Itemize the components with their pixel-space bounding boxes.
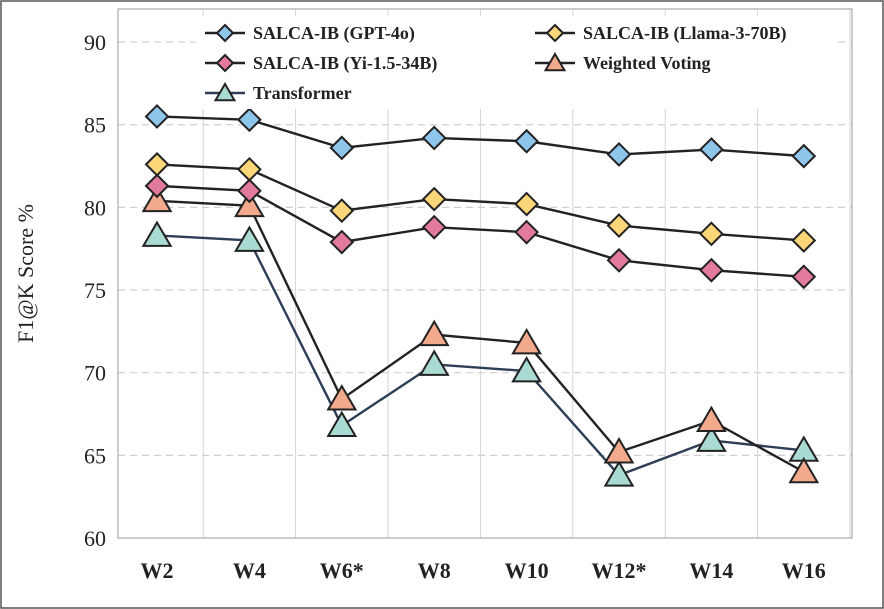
legend-item: Transformer	[205, 82, 352, 103]
legend-item: Weighted Voting	[535, 52, 711, 73]
series-weighted-voting	[141, 185, 820, 484]
y-axis-title: F1@K Score %	[13, 204, 38, 343]
data-point-diamond	[215, 23, 235, 43]
data-point-triangle	[418, 319, 450, 347]
data-point-triangle	[326, 384, 358, 411]
data-point-diamond	[514, 191, 540, 217]
data-point-diamond	[329, 198, 355, 224]
legend-label: Weighted Voting	[583, 53, 711, 73]
data-point-diamond	[144, 104, 170, 129]
data-point-diamond	[144, 151, 170, 177]
x-tick-label: W8	[418, 558, 451, 583]
data-point-diamond	[421, 186, 447, 212]
y-tick-label: 80	[84, 195, 106, 220]
series-line	[156, 163, 804, 242]
data-point-diamond	[606, 247, 632, 273]
y-tick-label: 85	[84, 113, 106, 138]
legend-label: SALCA-IB (Llama-3-70B)	[583, 23, 787, 44]
series-salca-ib-gpt-4o-	[144, 104, 817, 169]
x-tick-label: W2	[141, 558, 174, 583]
y-tick-label: 90	[84, 30, 106, 55]
data-point-diamond	[791, 228, 817, 253]
data-point-diamond	[606, 142, 632, 167]
data-point-triangle	[418, 349, 450, 376]
series-transformer	[141, 220, 820, 487]
y-tick-label: 65	[84, 443, 106, 468]
data-point-diamond	[421, 125, 447, 151]
x-tick-label: W16	[782, 558, 826, 583]
y-tick-label: 60	[84, 526, 106, 551]
data-point-diamond	[514, 128, 540, 154]
data-point-diamond	[698, 221, 724, 247]
data-point-diamond	[421, 214, 447, 240]
legend-item: SALCA-IB (Llama-3-70B)	[535, 23, 787, 44]
series-salca-ib-yi-1-5-34b-	[144, 173, 817, 290]
data-point-triangle	[141, 220, 173, 247]
data-point-diamond	[545, 23, 565, 43]
series-line	[156, 115, 804, 158]
x-tick-label: W10	[505, 558, 549, 583]
data-point-diamond	[215, 53, 235, 73]
data-point-diamond	[236, 178, 262, 204]
legend-item: SALCA-IB (GPT-4o)	[205, 23, 415, 44]
data-point-triangle	[234, 225, 265, 252]
data-point-triangle	[234, 190, 265, 218]
data-point-diamond	[236, 107, 262, 133]
plot-area-border	[117, 8, 853, 539]
x-tick-label: W12*	[592, 558, 647, 583]
legend-label: SALCA-IB (GPT-4o)	[253, 23, 415, 44]
legend-background	[196, 16, 836, 109]
legend-label: Transformer	[253, 83, 352, 103]
data-point-diamond	[698, 257, 724, 283]
x-tick-label: W14	[689, 558, 733, 583]
y-tick-label: 70	[84, 361, 106, 386]
legend-label: SALCA-IB (Yi-1.5-34B)	[253, 53, 437, 74]
data-point-diamond	[606, 213, 632, 238]
data-point-diamond	[791, 264, 817, 290]
x-tick-label: W4	[233, 558, 266, 583]
data-point-diamond	[791, 143, 817, 169]
data-point-triangle	[696, 425, 727, 452]
data-point-triangle	[788, 456, 820, 484]
series-line	[156, 184, 804, 279]
y-tick-label: 75	[84, 278, 106, 303]
x-tick-label: W6*	[320, 558, 364, 583]
data-point-triangle	[696, 405, 727, 433]
data-point-diamond	[236, 156, 262, 182]
legend: SALCA-IB (GPT-4o) SALCA-IB (Llama-3-70B) S…	[196, 16, 836, 109]
data-point-diamond	[329, 229, 355, 255]
data-point-triangle	[511, 327, 542, 355]
legend-item: SALCA-IB (Yi-1.5-34B)	[205, 53, 437, 74]
data-point-diamond	[514, 219, 540, 245]
data-point-diamond	[329, 135, 355, 161]
data-point-diamond	[144, 173, 170, 199]
series-line	[156, 234, 804, 477]
data-point-triangle	[603, 437, 635, 464]
data-point-triangle	[511, 356, 542, 383]
series-line	[156, 199, 805, 473]
series-salca-ib-llama-3-70b-	[144, 151, 817, 253]
data-point-diamond	[698, 137, 724, 162]
data-point-triangle	[603, 460, 635, 487]
data-point-triangle	[213, 82, 237, 102]
data-point-triangle	[141, 185, 173, 213]
data-point-triangle	[543, 52, 567, 72]
data-point-triangle	[326, 410, 358, 437]
